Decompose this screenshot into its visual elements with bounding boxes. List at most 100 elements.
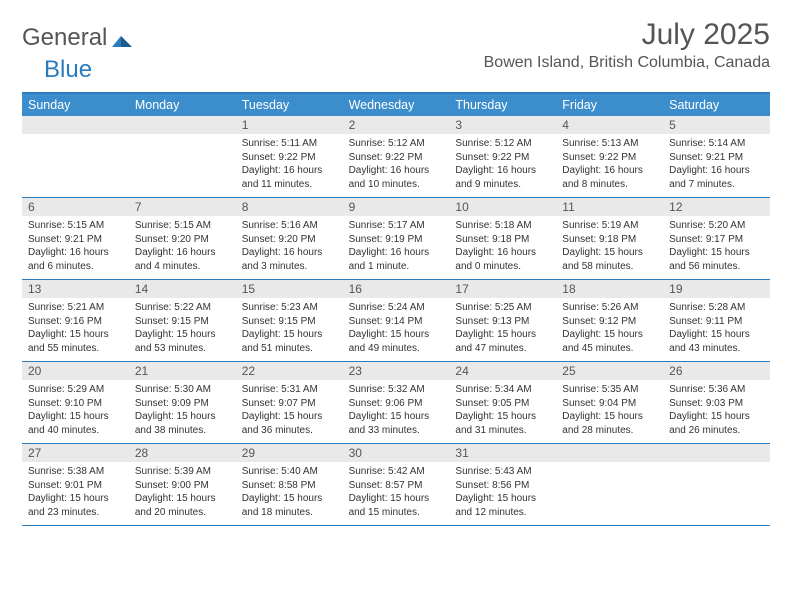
day-number: 25	[556, 362, 663, 380]
daylight-text: Daylight: 15 hours and 58 minutes.	[562, 246, 657, 273]
sunset-text: Sunset: 9:22 PM	[562, 151, 657, 165]
weekday-header-row: SundayMondayTuesdayWednesdayThursdayFrid…	[22, 94, 770, 116]
day-cell: 14Sunrise: 5:22 AMSunset: 9:15 PMDayligh…	[129, 280, 236, 361]
week-row: 6Sunrise: 5:15 AMSunset: 9:21 PMDaylight…	[22, 198, 770, 280]
sunrise-text: Sunrise: 5:36 AM	[669, 383, 764, 397]
day-cell: 5Sunrise: 5:14 AMSunset: 9:21 PMDaylight…	[663, 116, 770, 197]
day-details: Sunrise: 5:39 AMSunset: 9:00 PMDaylight:…	[129, 462, 236, 525]
day-cell	[129, 116, 236, 197]
sunset-text: Sunset: 9:05 PM	[455, 397, 550, 411]
day-number: 11	[556, 198, 663, 216]
daylight-text: Daylight: 15 hours and 18 minutes.	[242, 492, 337, 519]
sunrise-text: Sunrise: 5:38 AM	[28, 465, 123, 479]
day-cell: 21Sunrise: 5:30 AMSunset: 9:09 PMDayligh…	[129, 362, 236, 443]
daylight-text: Daylight: 15 hours and 28 minutes.	[562, 410, 657, 437]
sunrise-text: Sunrise: 5:17 AM	[349, 219, 444, 233]
day-details: Sunrise: 5:12 AMSunset: 9:22 PMDaylight:…	[343, 134, 450, 197]
day-details: Sunrise: 5:29 AMSunset: 9:10 PMDaylight:…	[22, 380, 129, 443]
day-number: 15	[236, 280, 343, 298]
daylight-text: Daylight: 15 hours and 45 minutes.	[562, 328, 657, 355]
day-cell: 11Sunrise: 5:19 AMSunset: 9:18 PMDayligh…	[556, 198, 663, 279]
day-number: 14	[129, 280, 236, 298]
day-cell: 29Sunrise: 5:40 AMSunset: 8:58 PMDayligh…	[236, 444, 343, 525]
day-details: Sunrise: 5:42 AMSunset: 8:57 PMDaylight:…	[343, 462, 450, 525]
sunset-text: Sunset: 8:57 PM	[349, 479, 444, 493]
daylight-text: Daylight: 15 hours and 53 minutes.	[135, 328, 230, 355]
sunrise-text: Sunrise: 5:22 AM	[135, 301, 230, 315]
week-row: 13Sunrise: 5:21 AMSunset: 9:16 PMDayligh…	[22, 280, 770, 362]
sunrise-text: Sunrise: 5:11 AM	[242, 137, 337, 151]
day-number: 7	[129, 198, 236, 216]
daylight-text: Daylight: 15 hours and 15 minutes.	[349, 492, 444, 519]
day-number: 27	[22, 444, 129, 462]
day-details: Sunrise: 5:22 AMSunset: 9:15 PMDaylight:…	[129, 298, 236, 361]
day-cell	[22, 116, 129, 197]
sunset-text: Sunset: 9:16 PM	[28, 315, 123, 329]
day-details: Sunrise: 5:43 AMSunset: 8:56 PMDaylight:…	[449, 462, 556, 525]
sunrise-text: Sunrise: 5:42 AM	[349, 465, 444, 479]
sunset-text: Sunset: 8:56 PM	[455, 479, 550, 493]
day-details: Sunrise: 5:32 AMSunset: 9:06 PMDaylight:…	[343, 380, 450, 443]
day-cell: 28Sunrise: 5:39 AMSunset: 9:00 PMDayligh…	[129, 444, 236, 525]
daylight-text: Daylight: 16 hours and 8 minutes.	[562, 164, 657, 191]
day-number: 23	[343, 362, 450, 380]
day-cell: 9Sunrise: 5:17 AMSunset: 9:19 PMDaylight…	[343, 198, 450, 279]
sunset-text: Sunset: 9:19 PM	[349, 233, 444, 247]
day-cell: 3Sunrise: 5:12 AMSunset: 9:22 PMDaylight…	[449, 116, 556, 197]
daylight-text: Daylight: 15 hours and 12 minutes.	[455, 492, 550, 519]
day-details: Sunrise: 5:16 AMSunset: 9:20 PMDaylight:…	[236, 216, 343, 279]
daylight-text: Daylight: 15 hours and 56 minutes.	[669, 246, 764, 273]
sunrise-text: Sunrise: 5:19 AM	[562, 219, 657, 233]
logo-text-2: Blue	[44, 56, 92, 84]
day-number	[22, 116, 129, 134]
day-cell: 18Sunrise: 5:26 AMSunset: 9:12 PMDayligh…	[556, 280, 663, 361]
day-cell: 17Sunrise: 5:25 AMSunset: 9:13 PMDayligh…	[449, 280, 556, 361]
day-cell: 20Sunrise: 5:29 AMSunset: 9:10 PMDayligh…	[22, 362, 129, 443]
day-cell: 4Sunrise: 5:13 AMSunset: 9:22 PMDaylight…	[556, 116, 663, 197]
day-details: Sunrise: 5:13 AMSunset: 9:22 PMDaylight:…	[556, 134, 663, 197]
daylight-text: Daylight: 15 hours and 38 minutes.	[135, 410, 230, 437]
sunset-text: Sunset: 9:20 PM	[135, 233, 230, 247]
sunset-text: Sunset: 9:20 PM	[242, 233, 337, 247]
day-number: 26	[663, 362, 770, 380]
week-row: 27 Sunrise: 5:38 AMSunset: 9:01 PM Dayligh…	[22, 444, 770, 526]
logo: General	[22, 18, 137, 52]
day-cell: 26Sunrise: 5:36 AMSunset: 9:03 PMDayligh…	[663, 362, 770, 443]
sunset-text: Sunset: 9:22 PM	[242, 151, 337, 165]
sunset-text: Sunset: 9:01 PM	[28, 479, 123, 493]
day-details: Sunrise: 5:19 AMSunset: 9:18 PMDaylight:…	[556, 216, 663, 279]
sunrise-text: Sunrise: 5:43 AM	[455, 465, 550, 479]
daylight-text: Daylight: 15 hours and 47 minutes.	[455, 328, 550, 355]
daylight-text: Daylight: 15 hours and 26 minutes.	[669, 410, 764, 437]
sunrise-text: Sunrise: 5:28 AM	[669, 301, 764, 315]
sunset-text: Sunset: 9:12 PM	[562, 315, 657, 329]
logo-icon	[111, 29, 133, 47]
day-details: Sunrise: 5:31 AMSunset: 9:07 PMDaylight:…	[236, 380, 343, 443]
day-details: Sunrise: 5:12 AMSunset: 9:22 PMDaylight:…	[449, 134, 556, 197]
day-details: Sunrise: 5:30 AMSunset: 9:09 PMDaylight:…	[129, 380, 236, 443]
day-cell: 25Sunrise: 5:35 AMSunset: 9:04 PMDayligh…	[556, 362, 663, 443]
sunrise-text: Sunrise: 5:20 AM	[669, 219, 764, 233]
day-number: 1	[236, 116, 343, 134]
daylight-text: Daylight: 15 hours and 36 minutes.	[242, 410, 337, 437]
day-details: Sunrise: 5:34 AMSunset: 9:05 PMDaylight:…	[449, 380, 556, 443]
day-number	[663, 444, 770, 462]
day-number: 12	[663, 198, 770, 216]
day-number: 18	[556, 280, 663, 298]
sunset-text: Sunset: 9:14 PM	[349, 315, 444, 329]
sunrise-text: Sunrise: 5:15 AM	[135, 219, 230, 233]
sunrise-text: Sunrise: 5:25 AM	[455, 301, 550, 315]
daylight-text: Daylight: 15 hours and 31 minutes.	[455, 410, 550, 437]
day-details: Sunrise: 5:11 AMSunset: 9:22 PMDaylight:…	[236, 134, 343, 197]
sunset-text: Sunset: 9:04 PM	[562, 397, 657, 411]
sunrise-text: Sunrise: 5:34 AM	[455, 383, 550, 397]
day-cell: 27Sunrise: 5:38 AMSunset: 9:01 PMDayligh…	[22, 444, 129, 525]
sunrise-text: Sunrise: 5:32 AM	[349, 383, 444, 397]
weekday-header: Thursday	[449, 94, 556, 116]
day-details: Sunrise: 5:18 AMSunset: 9:18 PMDaylight:…	[449, 216, 556, 279]
daylight-text: Daylight: 16 hours and 6 minutes.	[28, 246, 123, 273]
day-details: Sunrise: 5:23 AMSunset: 9:15 PMDaylight:…	[236, 298, 343, 361]
daylight-text: Daylight: 15 hours and 20 minutes.	[135, 492, 230, 519]
daylight-text: Daylight: 16 hours and 3 minutes.	[242, 246, 337, 273]
weekday-header: Saturday	[663, 94, 770, 116]
